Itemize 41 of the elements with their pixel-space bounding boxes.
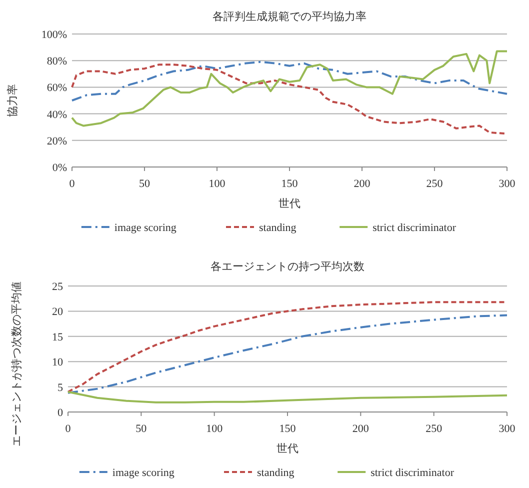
y-tick-label: 10	[52, 356, 64, 369]
x-tick-label: 100	[208, 178, 226, 190]
legend-label: image scoring	[112, 467, 175, 479]
legend-label: standing	[259, 222, 297, 234]
x-axis-title: 世代	[276, 442, 298, 455]
chart-title: 各評判生成規範での平均協力率	[212, 10, 366, 23]
y-axis-title: エージェントが持つ次数の平均値	[10, 282, 23, 446]
line-series	[71, 60, 508, 102]
x-tick-label: 100	[206, 423, 224, 435]
x-tick-label: 0	[69, 178, 76, 190]
legend-label: strict discriminator	[372, 222, 456, 234]
y-tick-label: 15	[52, 331, 64, 344]
y-tick-label: 40%	[46, 108, 67, 121]
y-tick-label: 0%	[52, 162, 67, 174]
y-tick-label: 60%	[46, 82, 67, 94]
legend-label: image scoring	[114, 222, 177, 234]
x-tick-label: 250	[426, 423, 443, 435]
y-axis-title: 協力率	[6, 84, 19, 117]
legend-label: strict discriminator	[370, 467, 454, 479]
y-tick-label: 80%	[46, 56, 67, 68]
x-axis-title: 世代	[278, 197, 300, 210]
line-series	[67, 390, 508, 404]
x-tick-label: 250	[426, 178, 444, 190]
x-tick-label: 50	[139, 178, 150, 190]
x-tick-label: 200	[352, 423, 370, 435]
x-tick-label: 200	[354, 178, 371, 190]
y-tick-label: 5	[58, 382, 64, 394]
chart-title: 各エージェントの持つ平均次数	[210, 260, 364, 273]
x-tick-label: 150	[281, 178, 298, 190]
y-tick-label: 0	[58, 407, 64, 419]
y-tick-label: 100%	[41, 29, 67, 41]
x-tick-label: 150	[279, 423, 296, 435]
y-tick-label: 20%	[46, 135, 67, 148]
x-tick-label: 50	[136, 423, 148, 435]
line-series	[67, 314, 508, 394]
y-tick-label: 20	[52, 306, 64, 318]
legend-label: standing	[257, 467, 295, 479]
x-tick-label: 300	[498, 178, 516, 190]
x-tick-label: 300	[498, 423, 516, 435]
y-tick-label: 25	[52, 281, 64, 293]
line-series	[71, 50, 508, 127]
